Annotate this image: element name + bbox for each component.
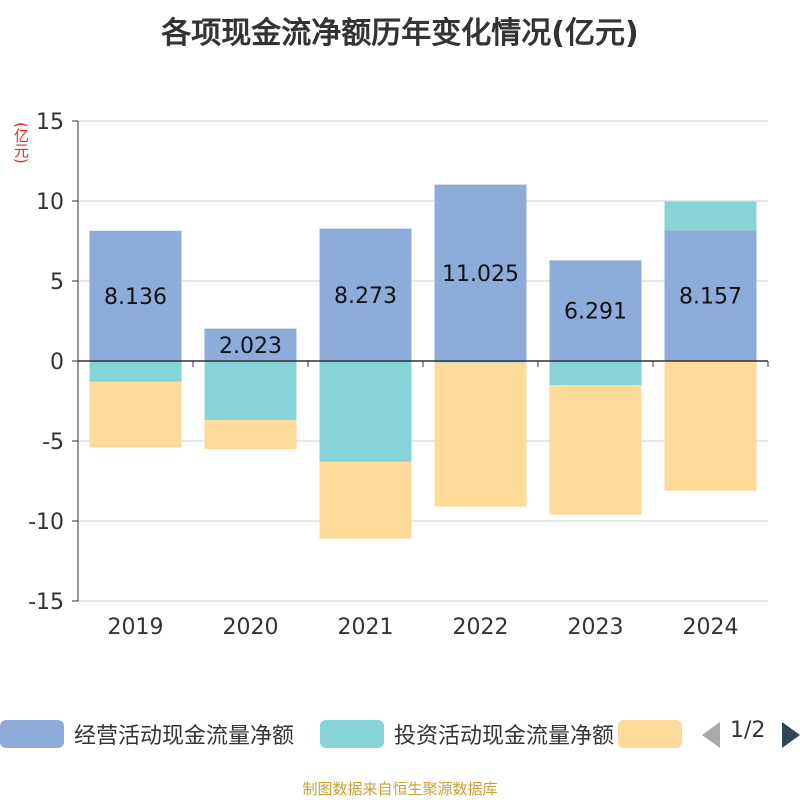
legend: 经营活动现金流量净额 投资活动现金流量净额 1/2	[0, 716, 800, 752]
legend-label-operating: 经营活动现金流量净额	[74, 724, 295, 749]
data-source-note: 制图数据来自恒生聚源数据库	[302, 780, 498, 798]
y-tick-label: -10	[28, 510, 64, 535]
x-tick-label: 2023	[568, 615, 624, 640]
legend-swatch-investing	[320, 720, 384, 748]
legend-pager: 1/2	[700, 716, 800, 752]
bar-financing	[664, 361, 757, 491]
bar-operating	[319, 228, 412, 361]
legend-item-financing[interactable]	[618, 716, 682, 752]
stacked-bar-chart: 15 10 5 0 -5 -10 -15 8.136 2.023 8.273 11.025 6.291…	[28, 110, 769, 640]
data-label: 11.025	[442, 262, 519, 287]
legend-prev-arrow-icon[interactable]	[702, 722, 720, 748]
y-tick-label: -15	[28, 590, 64, 615]
x-tick-label: 2022	[453, 615, 509, 640]
data-label: 8.157	[679, 285, 742, 310]
bar-investing	[204, 361, 297, 421]
legend-label-investing: 投资活动现金流量净额	[394, 724, 615, 749]
bar-financing	[204, 420, 297, 449]
bar-financing	[89, 381, 182, 448]
data-label: 2.023	[219, 334, 282, 359]
data-label: 8.273	[334, 284, 397, 309]
legend-swatch-financing	[618, 720, 682, 748]
bar-investing	[664, 201, 757, 231]
bar-operating	[434, 184, 527, 361]
x-tick-label: 2020	[223, 615, 279, 640]
legend-next-arrow-icon[interactable]	[782, 722, 800, 748]
bar-investing	[549, 361, 642, 385]
legend-page-indicator: 1/2	[730, 718, 766, 743]
bar-operating	[664, 230, 757, 361]
chart-title: 各项现金流净额历年变化情况(亿元)	[161, 16, 639, 51]
bar-operating	[89, 230, 182, 361]
x-tick-label: 2021	[338, 615, 394, 640]
bar-investing	[319, 361, 412, 462]
bar-financing	[434, 362, 527, 507]
y-axis-unit: (亿元)	[12, 122, 30, 164]
bar-operating	[204, 328, 297, 361]
legend-item-investing[interactable]: 投资活动现金流量净额	[320, 716, 614, 752]
data-label: 8.136	[104, 285, 167, 310]
y-tick-label: 10	[36, 190, 64, 215]
data-label: 6.291	[564, 300, 627, 325]
y-tick-label: 0	[50, 350, 64, 375]
legend-item-operating[interactable]: 经营活动现金流量净额	[0, 716, 294, 752]
y-tick-label: 15	[36, 110, 64, 135]
bar-investing	[434, 361, 527, 363]
x-tick-label: 2019	[108, 615, 164, 640]
y-tick-label: 5	[50, 270, 64, 295]
bar-investing	[89, 361, 182, 382]
bar-financing	[549, 385, 642, 515]
legend-swatch-operating	[0, 720, 64, 748]
bar-operating	[549, 260, 642, 361]
x-tick-label: 2024	[683, 615, 739, 640]
y-tick-label: -5	[42, 430, 64, 455]
bar-financing	[319, 461, 412, 539]
